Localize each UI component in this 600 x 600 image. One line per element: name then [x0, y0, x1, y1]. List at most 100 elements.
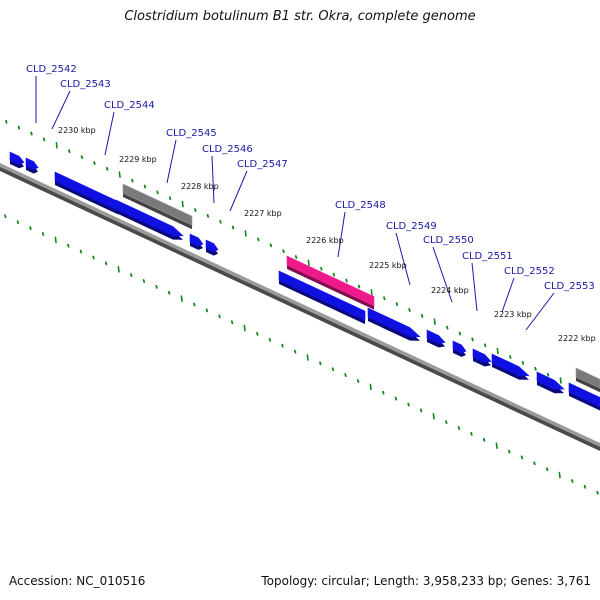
gene-label-cld_2546: CLD_2546	[202, 144, 253, 155]
outer-tick	[534, 366, 537, 371]
kbp-label-layer: 2230 kbp 2229 kbp 2228 kbp 2227 kbp 2226 kbp…	[58, 126, 596, 343]
gene-bar-cld-2553-face	[575, 367, 600, 389]
inner-tick	[445, 420, 448, 425]
gene-label-cld_2549: CLD_2549	[386, 221, 437, 232]
outer-tick	[55, 142, 58, 149]
leader-line-cld_2553	[525, 292, 555, 331]
leader-line-cld_2544	[104, 111, 115, 156]
backbone-line	[0, 163, 600, 447]
inner-tick	[243, 324, 246, 332]
inner-tick-track	[4, 214, 599, 495]
page-title: Clostridium botulinum B1 str. Okra, comp…	[124, 9, 476, 24]
outer-tick	[521, 360, 525, 365]
inner-tick	[193, 302, 196, 307]
cds-arrow-cld-2551a	[452, 340, 467, 357]
outer-tick	[206, 213, 210, 218]
inner-tick	[167, 290, 171, 295]
gene-label-cld_2544: CLD_2544	[104, 100, 155, 111]
inner-tick	[79, 249, 83, 254]
gene-label-layer: CLD_2542 CLD_2543 CLD_2544 CLD_2545 CLD_2546…	[26, 64, 595, 292]
outer-tick	[458, 331, 462, 336]
inner-tick	[482, 437, 486, 442]
cds-arrow-cld-2546	[189, 233, 204, 250]
kbp-label-2227-kbp: 2227 kbp	[244, 209, 282, 218]
outer-tick	[231, 225, 235, 230]
outer-tick	[93, 161, 96, 165]
outer-tick	[257, 237, 260, 242]
outer-tick	[219, 219, 222, 224]
gene-label-cld_2547: CLD_2547	[237, 159, 288, 170]
feature-track	[9, 151, 600, 411]
cds-arrow-cld-2543	[25, 157, 39, 174]
inner-tick	[533, 461, 536, 466]
outer-tick	[420, 313, 424, 318]
gene-label-cld_2548: CLD_2548	[335, 200, 386, 211]
outer-tick	[131, 178, 134, 183]
kbp-label-2229-kbp: 2229 kbp	[119, 155, 157, 164]
cds-arrow-cld-2551a-face	[452, 340, 467, 354]
outer-tick	[269, 243, 273, 248]
leader-line-cld_2545	[166, 139, 177, 184]
outer-tick	[282, 249, 285, 254]
gene-label-cld_2553: CLD_2553	[544, 281, 595, 292]
kbp-label-2225-kbp: 2225 kbp	[369, 261, 407, 270]
leader-line-cld_2543	[51, 90, 71, 130]
inner-tick	[92, 255, 95, 260]
outer-tick	[30, 131, 33, 136]
inner-tick	[545, 467, 549, 472]
inner-tick	[596, 490, 599, 495]
inner-tick	[331, 367, 335, 372]
outer-tick	[408, 308, 411, 312]
gene-label-cld_2542: CLD_2542	[26, 64, 77, 75]
outer-tick	[370, 288, 373, 296]
outer-tick	[181, 200, 184, 208]
inner-tick	[470, 431, 473, 436]
inner-tick	[520, 455, 524, 460]
outer-tick	[143, 184, 147, 189]
cds-bar-cld-2548	[278, 270, 366, 325]
gene-label-cld_2551: CLD_2551	[462, 251, 513, 262]
outer-tick	[471, 337, 474, 342]
kbp-label-2223-kbp: 2223 kbp	[494, 310, 532, 319]
inner-tick	[117, 265, 120, 273]
cds-bar-cld-2553b	[568, 382, 600, 411]
rrna-bar-cld-2548	[286, 255, 375, 310]
inner-tick	[419, 408, 423, 413]
cds-arrow-cld-2547	[205, 239, 219, 256]
outer-tick	[105, 166, 109, 171]
outer-tick	[395, 302, 399, 307]
outer-tick	[168, 196, 172, 201]
outer-tick	[68, 149, 71, 154]
cds-bar-cld-2548-face	[278, 270, 366, 321]
genome-backbone	[0, 163, 600, 451]
inner-tick	[508, 449, 511, 454]
inner-tick	[205, 308, 209, 313]
outer-tick	[244, 230, 247, 237]
inner-tick	[256, 331, 259, 336]
inner-tick	[356, 379, 360, 383]
inner-tick	[16, 220, 20, 225]
leader-line-cld_2552	[501, 277, 515, 313]
inner-tick	[382, 390, 385, 395]
leader-line-cld_2551	[471, 262, 478, 312]
kbp-label-2224-kbp: 2224 kbp	[431, 286, 469, 295]
outer-tick	[42, 137, 46, 142]
kbp-label-2222-kbp: 2222 kbp	[558, 334, 596, 343]
inner-tick	[571, 479, 574, 483]
outer-tick	[446, 325, 449, 330]
inner-tick	[293, 349, 297, 354]
inner-tick	[67, 243, 70, 248]
outer-tick	[496, 347, 499, 355]
inner-tick	[230, 320, 234, 325]
inner-tick	[4, 214, 7, 219]
cds-arrow-cld-2549-face	[367, 307, 421, 338]
cds-arrow-cld-2551b	[472, 348, 492, 367]
cds-bar-cld-2553b-face	[568, 382, 600, 407]
gene-label-cld_2550: CLD_2550	[423, 235, 474, 246]
gene-label-cld_2552: CLD_2552	[504, 266, 555, 277]
outer-tick	[345, 278, 348, 283]
outer-tick	[80, 155, 84, 160]
outer-tick	[294, 255, 298, 259]
kbp-label-2228-kbp: 2228 kbp	[181, 182, 219, 191]
